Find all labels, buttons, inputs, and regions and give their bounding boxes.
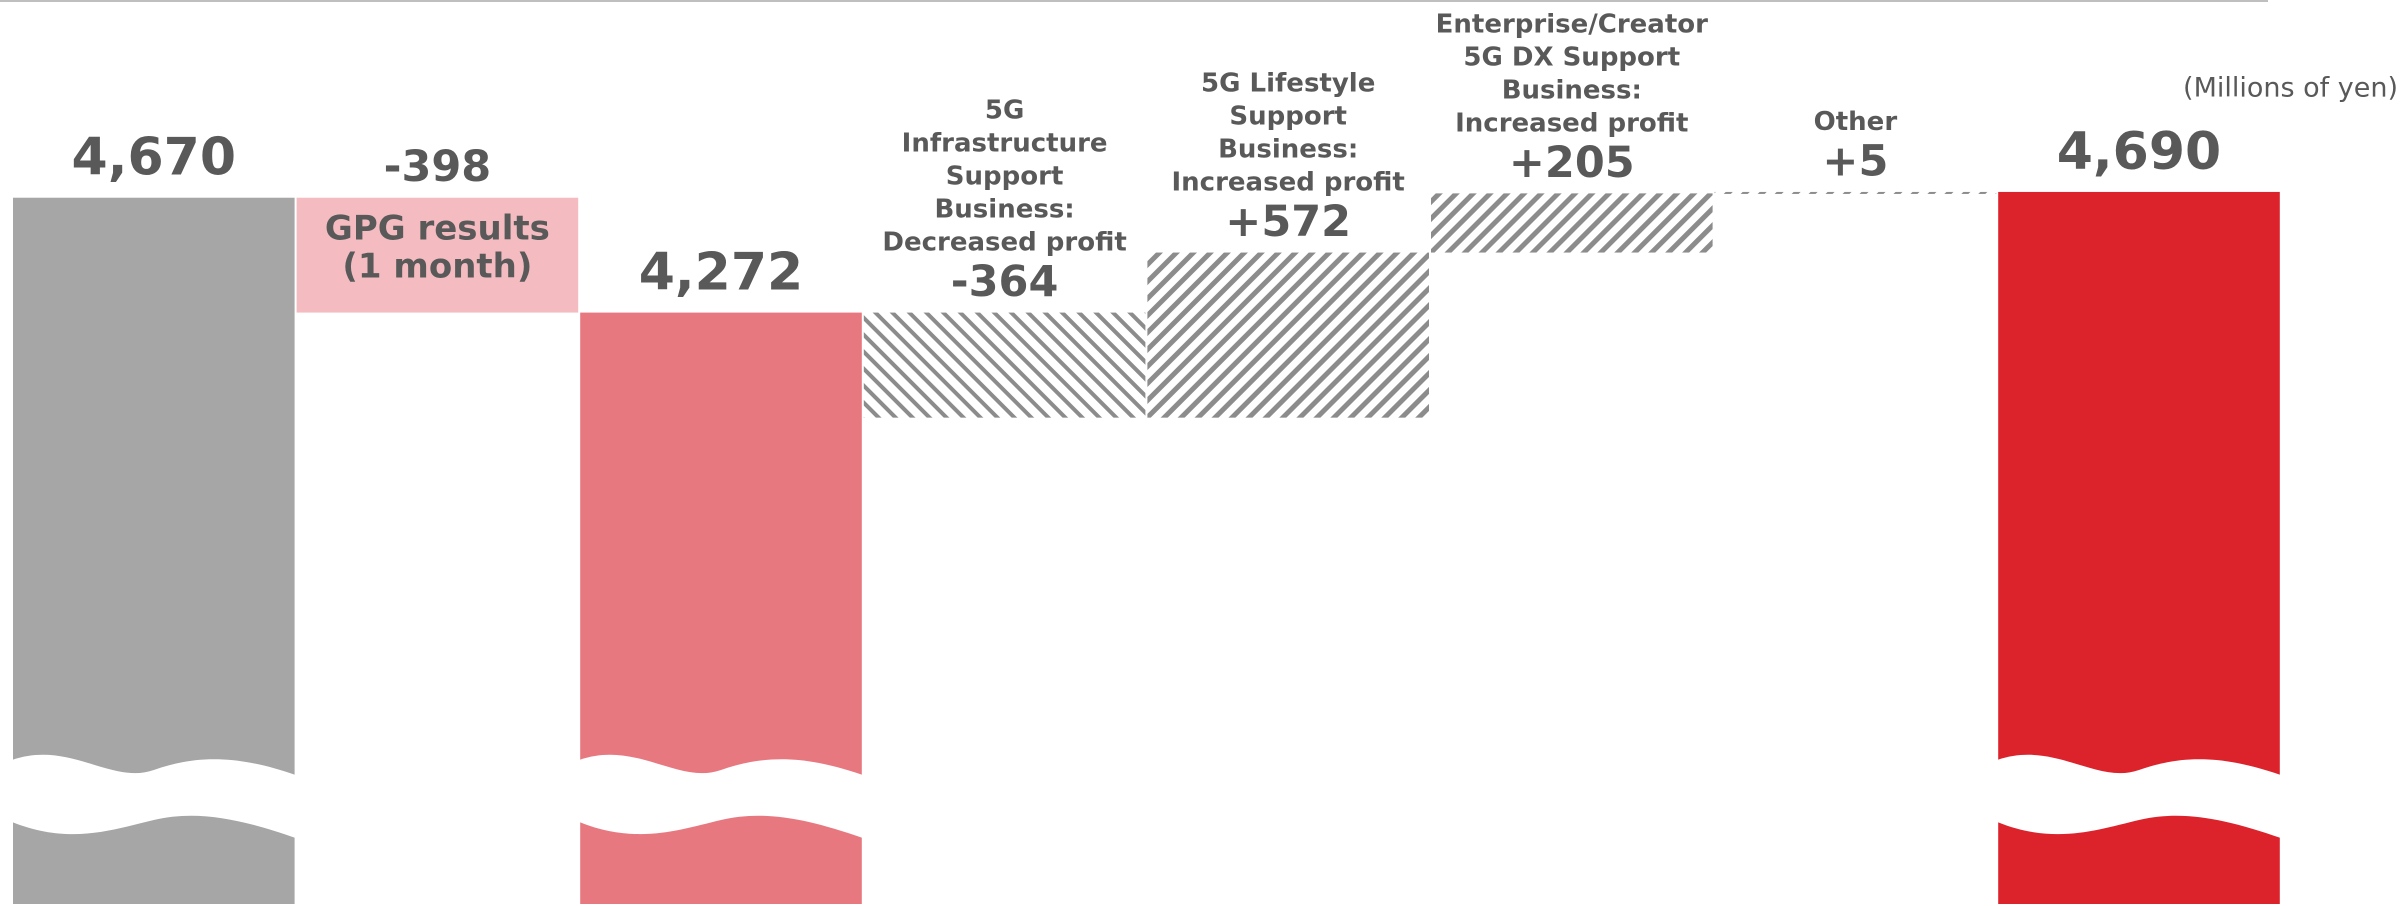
value-label: +572 (1225, 197, 1351, 247)
value-label: 4,272 (639, 243, 803, 303)
axis-break (579, 754, 863, 838)
value-label: 4,690 (2057, 122, 2221, 182)
category-label: GPG results (1 month) (325, 208, 550, 286)
bar (1431, 193, 1713, 253)
bar (1714, 191, 1997, 194)
bar (296, 197, 579, 313)
value-label: +5 (1822, 136, 1888, 186)
category-label: Other (1814, 106, 1898, 136)
category-label: 5G Infrastructure Support Business: Decrease… (882, 95, 1126, 257)
axis-break (12, 754, 296, 838)
unit-label: (Millions of yen) (2183, 73, 2398, 104)
bar (863, 312, 1146, 418)
value-label: -398 (384, 142, 492, 192)
category-label: Enterprise/Creator 5G DX Support Business:… (1436, 9, 1708, 138)
value-label: -364 (951, 257, 1059, 307)
value-label: 4,670 (72, 128, 236, 188)
value-label: +205 (1509, 138, 1635, 188)
category-label: 5G Lifestyle Support Business: Increased pr… (1172, 68, 1405, 197)
bar (1147, 252, 1429, 418)
axis-break (1997, 754, 2281, 838)
